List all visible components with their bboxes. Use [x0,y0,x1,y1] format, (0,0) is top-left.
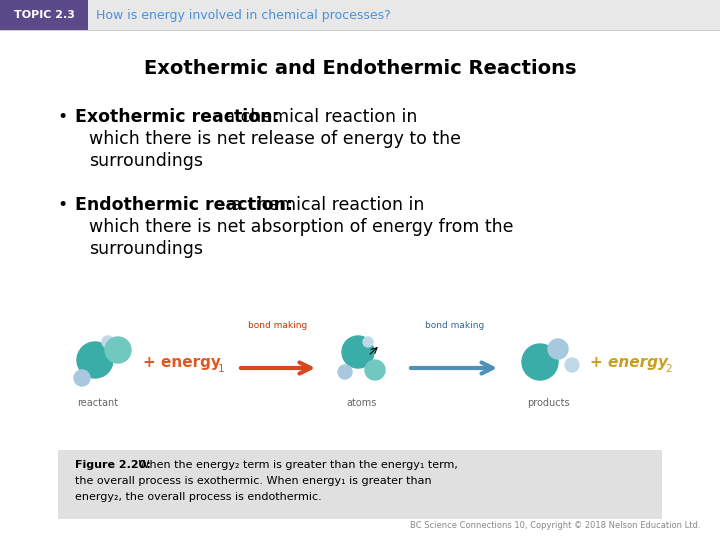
Bar [0,295,720,450]
Text: the overall process is exothermic. When energy₁ is greater than: the overall process is exothermic. When … [75,476,431,486]
Bar [0,0,88,30]
Text: When the energy₂ term is greater than the energy₁ term,: When the energy₂ term is greater than th… [135,460,458,470]
Text: •: • [57,196,67,214]
Text: bond making: bond making [248,321,307,329]
Text: + energy: + energy [590,355,668,370]
Text: a chemical reaction in: a chemical reaction in [226,196,425,214]
Bar [0,0,720,30]
Text: products: products [527,398,570,408]
Circle shape [105,337,131,363]
Circle shape [74,370,90,386]
Bar [0,30,720,31]
FancyArrowPatch shape [240,362,310,374]
Text: + energy: + energy [143,355,221,370]
Text: Exothermic reaction:: Exothermic reaction: [75,108,279,126]
Bar [0,295,720,450]
Text: surroundings: surroundings [89,152,203,170]
Circle shape [522,344,558,380]
Circle shape [548,339,568,359]
Text: How is energy involved in chemical processes?: How is energy involved in chemical proce… [96,9,391,22]
FancyArrowPatch shape [411,362,492,374]
Circle shape [338,365,352,379]
Text: Exothermic and Endothermic Reactions: Exothermic and Endothermic Reactions [144,58,576,78]
Text: •: • [57,108,67,126]
Text: TOPIC 2.3: TOPIC 2.3 [14,10,74,20]
Text: 2: 2 [665,364,672,374]
Circle shape [342,336,374,368]
Text: 1: 1 [218,364,225,374]
Text: surroundings: surroundings [89,240,203,258]
Text: a chemical reaction in: a chemical reaction in [219,108,418,126]
Text: which there is net absorption of energy from the: which there is net absorption of energy … [89,218,513,236]
Circle shape [363,337,373,347]
Text: Endothermic reaction:: Endothermic reaction: [75,196,293,214]
Text: atoms: atoms [347,398,377,408]
FancyBboxPatch shape [58,450,662,519]
Text: Figure 2.20:: Figure 2.20: [75,460,150,470]
Circle shape [77,342,113,378]
Circle shape [565,358,579,372]
Text: reactant: reactant [78,398,119,408]
Text: which there is net release of energy to the: which there is net release of energy to … [89,130,461,148]
Circle shape [102,336,114,348]
Text: BC Science Connections 10, Copyright © 2018 Nelson Education Ltd.: BC Science Connections 10, Copyright © 2… [410,521,700,530]
Text: bond making: bond making [426,321,485,329]
Circle shape [365,360,385,380]
Text: energy₂, the overall process is endothermic.: energy₂, the overall process is endother… [75,492,322,502]
